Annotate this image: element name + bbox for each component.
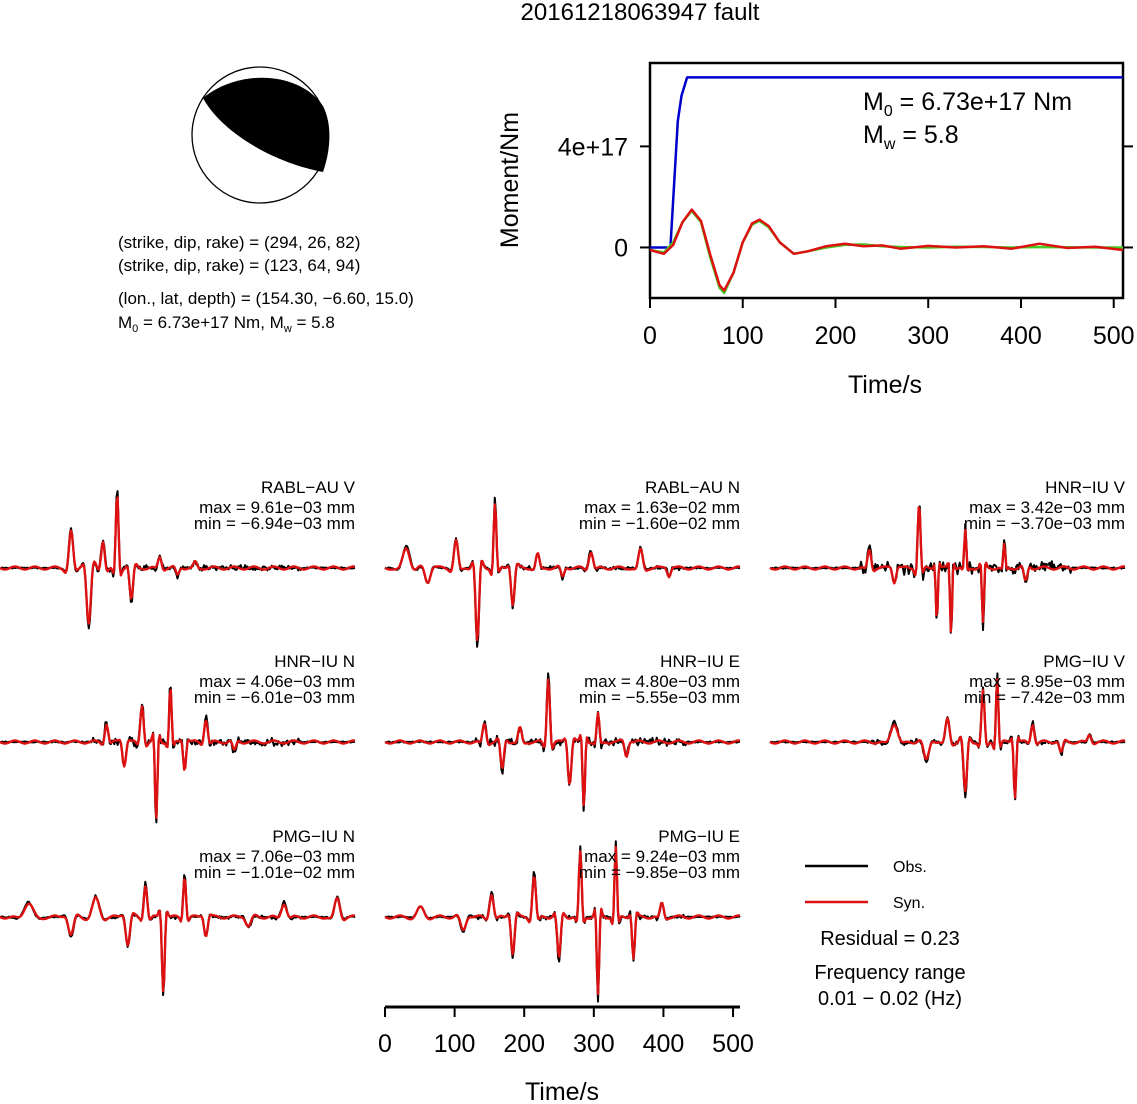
station-min: min = −1.60e−02 mm (579, 514, 740, 533)
synthetic-trace (0, 496, 356, 625)
waveform-xtick-label: 0 (378, 1030, 392, 1058)
moment-ylabel: Moment/Nm (496, 112, 524, 248)
station-name: PMG−IU N (272, 827, 355, 846)
frequency-value: 0.01 − 0.02 (Hz) (818, 988, 962, 1010)
station-max: max = 7.06e−03 mm (199, 847, 355, 866)
legend: Obs. Syn. Residual = 0.23 Frequency rang… (805, 859, 966, 1010)
synthetic-trace (384, 503, 741, 642)
station-min: min = −6.94e−03 mm (194, 514, 355, 533)
frequency-label: Frequency range (814, 962, 965, 984)
moment-xtick-label: 100 (722, 322, 764, 350)
observed-trace (0, 874, 356, 997)
nodal-plane-1: (strike, dip, rake) = (294, 26, 82) (118, 233, 360, 252)
beachball-icon (191, 66, 330, 204)
station-max: max = 1.63e−02 mm (584, 498, 740, 517)
waveform-xtick-label: 400 (643, 1030, 685, 1058)
location-text: (lon., lat, depth) = (154.30, −6.60, 15.… (118, 289, 414, 308)
waveform-xtick-label: 100 (434, 1030, 476, 1058)
synthetic-trace (769, 678, 1126, 799)
station-max: max = 4.80e−03 mm (584, 672, 740, 691)
station-max: max = 9.61e−03 mm (199, 498, 355, 517)
nodal-plane-2: (strike, dip, rake) = (123, 64, 94) (118, 256, 360, 275)
station-min: min = −5.55e−03 mm (579, 688, 740, 707)
station-max: max = 3.42e−03 mm (969, 498, 1125, 517)
waveform-xtick-label: 500 (712, 1030, 754, 1058)
moment-xtick-label: 400 (1000, 322, 1042, 350)
waveform-time-axis: 0 100 200 300 400 500 Time/s (378, 1005, 754, 1104)
station-max: max = 4.06e−03 mm (199, 672, 355, 691)
moment-xtick-label: 500 (1093, 322, 1135, 350)
waveform-xlabel: Time/s (525, 1078, 599, 1104)
legend-syn-label: Syn. (893, 895, 925, 912)
waveform-xtick-label: 200 (503, 1030, 545, 1058)
figure-title: 20161218063947 fault (521, 0, 760, 26)
residual-text: Residual = 0.23 (820, 928, 960, 950)
observed-trace (0, 686, 356, 824)
moment-series-2 (649, 208, 1124, 292)
moment-xlabel: Time/s (848, 371, 922, 399)
station-min: min = −1.01e−02 mm (194, 863, 355, 882)
station-min: min = −7.42e−03 mm (964, 688, 1125, 707)
station-name: HNR−IU V (1045, 478, 1125, 497)
station-name: RABL−AU V (261, 478, 356, 497)
moment-xtick-label: 300 (907, 322, 949, 350)
station-name: HNR−IU E (660, 652, 740, 671)
moment-summary: M0 = 6.73e+17 Nm, Mw = 5.8 (118, 313, 335, 335)
synthetic-trace (0, 878, 356, 993)
synthetic-trace (0, 688, 356, 819)
moment-plot: 0 100 200 300 400 500 0 4e+17 Time/s Moment/Nm… (496, 61, 1135, 399)
station-name: HNR−IU N (274, 652, 355, 671)
m0-annotation: M0 = 6.73e+17 Nm (863, 88, 1072, 120)
synthetic-trace (384, 678, 741, 807)
moment-plot-frame (648, 61, 1125, 300)
moment-xtick-label: 0 (643, 322, 657, 350)
station-name: RABL−AU N (645, 478, 740, 497)
moment-xtick-label: 200 (815, 322, 857, 350)
station-max: max = 8.95e−03 mm (969, 672, 1125, 691)
synthetic-trace (384, 846, 741, 995)
waveform-xtick-label: 300 (573, 1030, 615, 1058)
station-min: min = −9.85e−03 mm (579, 863, 740, 882)
station-name: PMG−IU E (658, 827, 740, 846)
moment-ytick-label: 0 (614, 234, 628, 262)
moment-ytick-label: 4e+17 (558, 133, 628, 161)
station-min: min = −6.01e−03 mm (194, 688, 355, 707)
mw-annotation: Mw = 5.8 (863, 121, 959, 153)
station-min: min = −3.70e−03 mm (964, 514, 1125, 533)
moment-series-1 (649, 209, 1123, 295)
station-name: PMG−IU V (1043, 652, 1125, 671)
station-max: max = 9.24e−03 mm (584, 847, 740, 866)
legend-obs-label: Obs. (893, 859, 927, 876)
synthetic-trace (769, 506, 1126, 633)
